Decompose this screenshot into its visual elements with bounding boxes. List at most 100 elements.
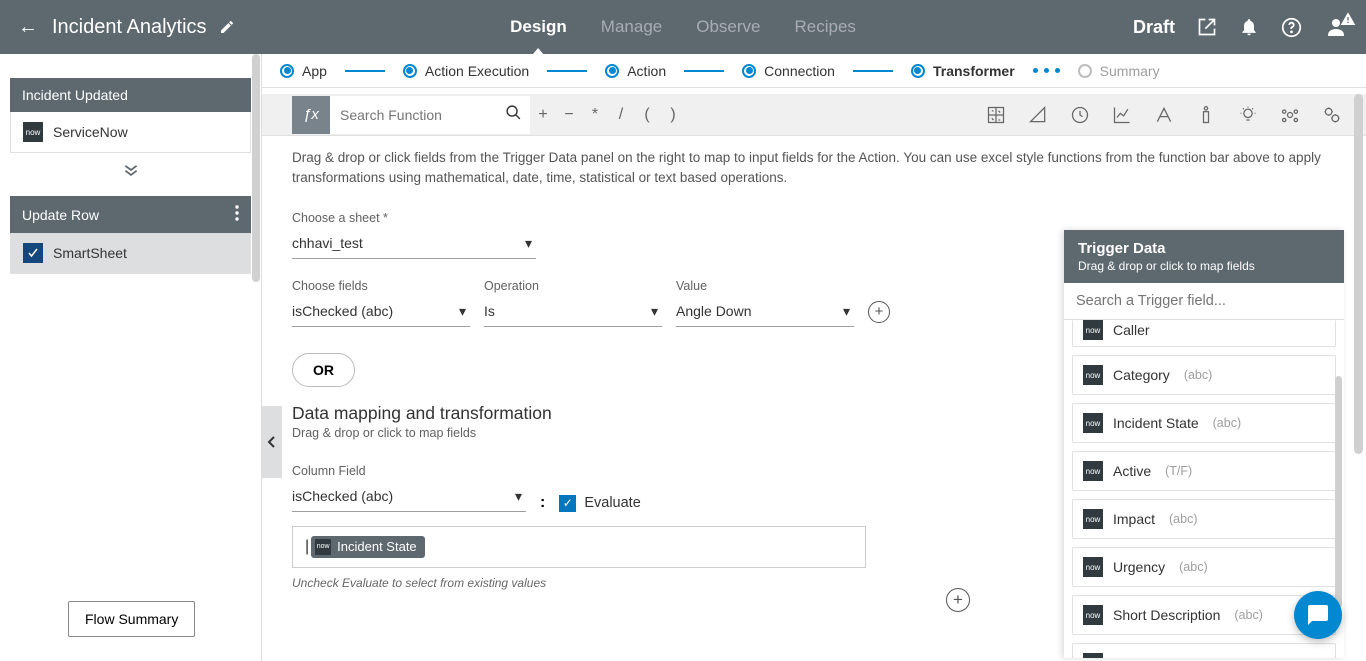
trigger-item-type: (abc): [1179, 560, 1207, 574]
sheet-dropdown[interactable]: chhavi_test ▾: [292, 229, 536, 259]
sidebar-card-header: Update Row: [10, 196, 251, 233]
open-external-icon[interactable]: [1197, 17, 1217, 37]
dropdown-value: Angle Down: [676, 303, 752, 319]
bc-step-actionexec[interactable]: Action Execution: [403, 63, 529, 79]
trigger-item-type: (T/F): [1165, 464, 1192, 478]
bell-icon[interactable]: [1239, 17, 1259, 37]
field-pill[interactable]: now Incident State: [311, 536, 425, 558]
fields-dropdown[interactable]: isChecked (abc) ▾: [292, 297, 470, 327]
pill-label: Incident State: [337, 539, 417, 554]
op-div[interactable]: /: [608, 106, 634, 124]
clock-icon[interactable]: [1070, 105, 1090, 125]
op-lparen[interactable]: (: [634, 106, 660, 124]
op-mult[interactable]: *: [582, 106, 608, 124]
tab-recipes[interactable]: Recipes: [794, 0, 855, 54]
gear-icon[interactable]: [1322, 105, 1342, 125]
evaluate-checkbox-wrap[interactable]: ✓ Evaluate: [559, 495, 640, 512]
tab-design[interactable]: Design: [510, 0, 567, 54]
sidebar-item-servicenow[interactable]: now ServiceNow: [10, 112, 251, 153]
column-field-dropdown[interactable]: isChecked (abc) ▾: [292, 482, 526, 512]
app-label: SmartSheet: [53, 245, 127, 261]
val-label: Value: [676, 279, 854, 293]
bc-label: Connection: [764, 63, 835, 79]
tab-manage[interactable]: Manage: [601, 0, 662, 54]
bc-step-connection[interactable]: Connection: [742, 63, 835, 79]
trigger-item-label: Urgency: [1113, 559, 1165, 575]
chart-icon[interactable]: [1112, 105, 1132, 125]
trigger-search-input[interactable]: [1064, 283, 1344, 320]
bc-step-summary[interactable]: Summary: [1078, 63, 1160, 79]
help-icon[interactable]: [1281, 17, 1302, 38]
edit-icon[interactable]: [219, 19, 235, 35]
colon-label: :: [540, 494, 545, 512]
trigger-item-type: (abc): [1213, 416, 1241, 430]
collapse-sidebar-button[interactable]: [262, 406, 282, 478]
add-condition-button[interactable]: +: [868, 301, 890, 323]
op-plus[interactable]: +: [530, 106, 556, 124]
card-title: Update Row: [22, 207, 99, 223]
fields-label: Choose fields: [292, 279, 470, 293]
bc-step-app[interactable]: App: [280, 63, 327, 79]
chat-fab-button[interactable]: [1294, 591, 1342, 639]
more-icon[interactable]: [235, 205, 239, 224]
sidebar-card-trigger: Incident Updated now ServiceNow: [10, 78, 251, 153]
trigger-item[interactable]: nowUrgency(abc): [1072, 547, 1336, 587]
search-icon[interactable]: [505, 104, 522, 126]
function-category-icons: [986, 105, 1366, 125]
servicenow-icon: now: [1083, 461, 1103, 481]
bc-step-transformer[interactable]: Transformer: [911, 63, 1015, 79]
sidebar-card-action: Update Row SmartSheet: [10, 196, 251, 274]
dropdown-value: isChecked (abc): [292, 303, 393, 319]
status-label: Draft: [1133, 17, 1175, 38]
sheet-label: Choose a sheet: [292, 211, 1336, 225]
sparkle-icon[interactable]: [1280, 105, 1300, 125]
servicenow-icon: now: [1083, 320, 1103, 340]
fx-icon[interactable]: ƒx: [292, 96, 330, 134]
or-button[interactable]: OR: [292, 353, 355, 387]
trigger-item[interactable]: now Active (T/F): [1072, 451, 1336, 491]
info-icon[interactable]: [1196, 105, 1216, 125]
op-rparen[interactable]: ): [660, 106, 686, 124]
chevron-down-icon: ▾: [651, 303, 658, 320]
content-scrollbar[interactable]: [1354, 94, 1363, 641]
idea-icon[interactable]: [1238, 105, 1258, 125]
math-icon[interactable]: [986, 105, 1006, 125]
trigger-item[interactable]: nowCategory(abc): [1072, 355, 1336, 395]
bc-label: Action: [627, 63, 666, 79]
top-right: Draft: [1133, 15, 1348, 39]
colfield-label: Column Field: [292, 464, 526, 478]
card-title: Incident Updated: [22, 87, 128, 103]
expression-input[interactable]: | now Incident State: [292, 526, 866, 568]
geo-icon[interactable]: [1028, 105, 1048, 125]
top-bar: ← Incident Analytics Design Manage Obser…: [0, 0, 1366, 54]
avatar-icon[interactable]: [1324, 15, 1348, 39]
checkbox-checked-icon[interactable]: ✓: [559, 495, 576, 512]
trigger-item-label: Active: [1113, 463, 1151, 479]
add-mapping-button[interactable]: +: [946, 588, 970, 612]
text-icon[interactable]: [1154, 105, 1174, 125]
hint-text: Drag & drop or click fields from the Tri…: [262, 136, 1366, 189]
operation-dropdown[interactable]: Is ▾: [484, 297, 662, 327]
sidebar-scrollbar[interactable]: [252, 54, 260, 282]
back-icon[interactable]: ←: [18, 16, 38, 39]
dropdown-value: chhavi_test: [292, 235, 363, 251]
function-bar: ƒx + − * / ( ): [262, 94, 1366, 136]
trigger-item[interactable]: now Caller: [1072, 320, 1336, 347]
sidebar-card-header: Incident Updated: [10, 78, 251, 112]
sidebar-item-smartsheet[interactable]: SmartSheet: [10, 233, 251, 274]
flow-summary-button[interactable]: Flow Summary: [68, 601, 195, 637]
trigger-item[interactable]: nowClosed By: [1072, 643, 1336, 658]
function-search-input[interactable]: [330, 96, 530, 134]
trigger-item-type: (abc): [1184, 368, 1212, 382]
flow-connector-icon: [10, 161, 251, 182]
bc-step-action[interactable]: Action: [605, 63, 666, 79]
page-title: Incident Analytics: [52, 16, 235, 39]
bc-label: Transformer: [933, 63, 1015, 79]
trigger-scrollbar[interactable]: [1335, 376, 1342, 608]
trigger-item[interactable]: nowImpact(abc): [1072, 499, 1336, 539]
trigger-item[interactable]: nowIncident State(abc): [1072, 403, 1336, 443]
evaluate-label: Evaluate: [584, 495, 640, 511]
tab-observe[interactable]: Observe: [696, 0, 760, 54]
op-minus[interactable]: −: [556, 106, 582, 124]
value-dropdown[interactable]: Angle Down ▾: [676, 297, 854, 327]
